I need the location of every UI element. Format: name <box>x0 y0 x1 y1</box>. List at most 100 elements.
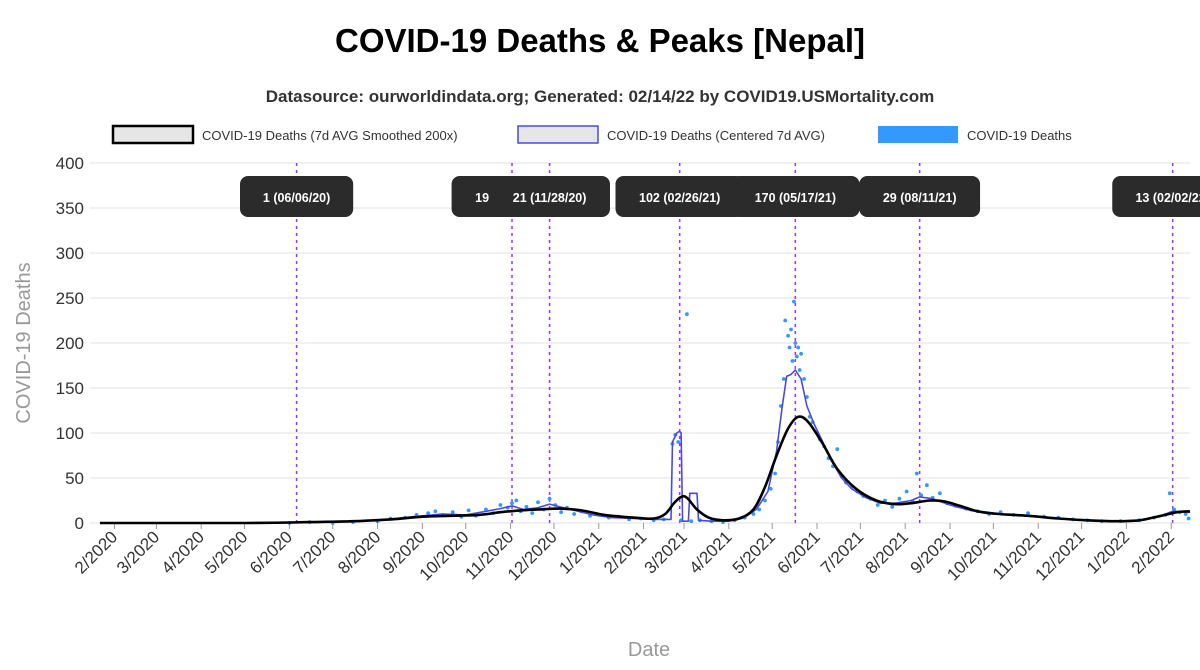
y-axis: 0 50 100 150 200 250 300 350 400 <box>56 154 84 533</box>
data-point <box>875 503 880 507</box>
centered-7d-avg-line <box>100 369 1191 524</box>
x-tick-label: 7/2021 <box>817 527 867 577</box>
chart-subtitle: Datasource: ourworldindata.org; Generate… <box>265 87 935 106</box>
data-point <box>904 489 909 494</box>
peak-label-text: 29 (08/11/21) <box>883 191 957 205</box>
y-tick-label: 50 <box>65 469 84 488</box>
x-tick-label: 4/2021 <box>685 527 735 577</box>
y-tick-label: 300 <box>56 244 84 263</box>
smoothed-7d-avg-line <box>99 415 1191 525</box>
x-tick-label: 2/2021 <box>600 527 650 577</box>
data-point <box>802 377 806 381</box>
data-point <box>433 509 438 514</box>
y-axis-title: COVID-19 Deaths <box>13 262 35 423</box>
peak-label-box <box>859 176 981 217</box>
data-point <box>510 501 514 506</box>
x-tick-label: 2/2020 <box>71 527 121 577</box>
x-tick-label: 5/2020 <box>201 527 251 577</box>
peak-label: 102 (02/26/21) <box>615 176 744 217</box>
legend: COVID-19 Deaths (7d AVG Smoothed 200x) CO… <box>111 124 1072 145</box>
data-point <box>1167 491 1172 496</box>
data-point <box>781 377 786 381</box>
peak-label-text: 1 (06/06/20) <box>263 191 330 205</box>
x-tick-label: 8/2020 <box>334 527 384 577</box>
x-tick-label: 2/2022 <box>1128 527 1178 577</box>
x-tick-label: 3/2021 <box>641 527 691 577</box>
data-point <box>783 318 788 323</box>
x-axis: 2/20203/20204/20205/20206/20207/20208/20… <box>71 523 1178 584</box>
x-tick-label: 6/2020 <box>246 527 296 577</box>
data-point <box>450 510 455 515</box>
data-point <box>835 447 840 452</box>
x-tick-label: 1/2021 <box>555 527 605 577</box>
data-point <box>466 508 471 513</box>
y-tick-label: 150 <box>56 379 84 398</box>
data-point <box>559 510 564 515</box>
data-point <box>786 333 791 338</box>
data-point <box>1172 507 1176 512</box>
data-point <box>790 359 795 363</box>
x-tick-label: 7/2020 <box>289 527 339 577</box>
peak-label: 170 (05/17/21) <box>731 176 860 217</box>
data-point <box>524 504 529 509</box>
data-point <box>514 498 519 503</box>
x-tick-label: 8/2021 <box>862 527 912 577</box>
data-point <box>530 511 535 515</box>
legend-label: COVID-19 Deaths (7d AVG Smoothed 200x) <box>202 128 458 143</box>
peak-label: 21 (11/28/20) <box>489 176 610 217</box>
grid-lines <box>90 162 1190 524</box>
data-point <box>751 512 756 516</box>
data-point <box>938 491 942 496</box>
data-point <box>897 496 902 501</box>
y-tick-label: 250 <box>56 289 84 308</box>
peak-label-box <box>615 176 744 217</box>
data-point <box>685 312 689 317</box>
y-tick-label: 200 <box>56 334 84 353</box>
peak-label-box <box>489 176 610 217</box>
data-point <box>787 345 792 350</box>
series-lines <box>99 369 1191 525</box>
data-point <box>890 504 895 509</box>
legend-label: COVID-19 Deaths (Centered 7d AVG) <box>607 128 825 143</box>
data-point <box>924 483 929 488</box>
x-tick-label: 3/2020 <box>113 527 163 577</box>
data-point <box>791 299 796 304</box>
x-tick-label: 4/2020 <box>158 527 208 577</box>
data-point <box>676 440 681 444</box>
y-tick-label: 100 <box>56 424 84 443</box>
peak-label: 1 (06/06/20) <box>240 176 354 217</box>
data-point <box>426 511 431 515</box>
data-point <box>793 341 798 345</box>
peak-label-text: 170 (05/17/21) <box>755 191 836 205</box>
peak-label-text: 21 (11/28/20) <box>513 191 587 205</box>
data-point <box>763 498 767 503</box>
chart-title: COVID-19 Deaths & Peaks [Nepal] <box>334 22 865 59</box>
data-point <box>796 345 801 350</box>
data-point <box>919 493 924 497</box>
peak-label: 29 (08/11/21) <box>859 176 981 217</box>
data-point <box>547 496 552 501</box>
data-point <box>794 354 799 359</box>
data-point <box>536 500 540 505</box>
peak-label: 13 (02/02/22) <box>1112 176 1200 217</box>
data-point <box>1186 516 1191 521</box>
data-point <box>689 519 694 524</box>
data-point <box>498 503 503 507</box>
data-point <box>799 351 804 356</box>
data-point <box>757 507 762 512</box>
legend-swatch <box>878 126 958 143</box>
data-point <box>768 486 773 491</box>
x-tick-label: 6/2021 <box>774 527 824 577</box>
y-tick-label: 400 <box>56 154 84 173</box>
peak-label-text: 102 (02/26/21) <box>639 191 720 205</box>
peak-label-box <box>240 176 354 217</box>
data-point <box>773 471 778 476</box>
y-tick-label: 350 <box>56 199 84 218</box>
x-tick-label: 5/2021 <box>729 527 779 577</box>
data-point <box>797 368 802 372</box>
x-axis-title: Date <box>628 639 670 661</box>
daily-deaths-points <box>287 299 1191 525</box>
legend-swatch <box>517 125 599 144</box>
peak-label-box <box>731 176 860 217</box>
